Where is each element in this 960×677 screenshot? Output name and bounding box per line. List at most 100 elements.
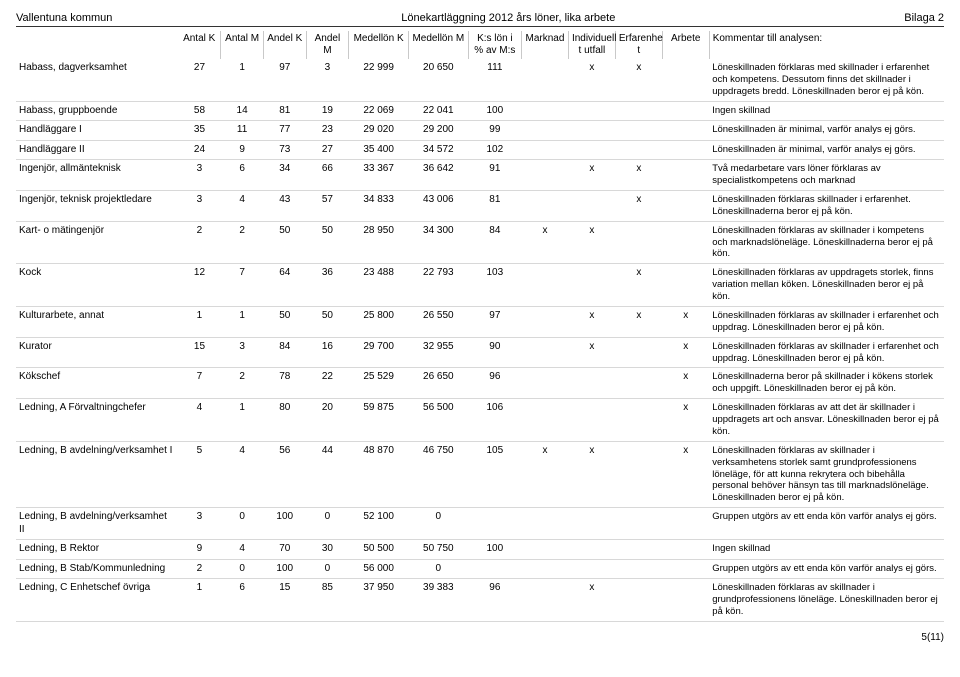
row-cell: [615, 221, 662, 264]
row-cell: 19: [306, 101, 349, 121]
table-row: Habass, gruppboende5814811922 06922 0411…: [16, 101, 944, 121]
row-comment: Löneskillnaden förklaras av skillnader i…: [709, 337, 944, 368]
row-comment: Två medarbetare vars löner förklaras av …: [709, 160, 944, 191]
row-cell: [522, 399, 569, 442]
row-comment: Löneskillnaderna beror på skillnader i k…: [709, 368, 944, 399]
row-cell: 70: [263, 540, 306, 560]
row-cell: x: [522, 441, 569, 507]
row-cell: [615, 508, 662, 540]
row-cell: 34: [263, 160, 306, 191]
row-cell: [568, 399, 615, 442]
row-cell: 20 650: [408, 59, 468, 101]
row-cell: 1: [178, 306, 221, 337]
row-cell: [468, 508, 521, 540]
row-label: Kökschef: [16, 368, 178, 399]
row-cell: [662, 59, 709, 101]
row-cell: x: [568, 306, 615, 337]
row-cell: 50: [263, 221, 306, 264]
row-cell: [662, 101, 709, 121]
row-cell: x: [615, 59, 662, 101]
row-cell: x: [662, 337, 709, 368]
row-cell: [615, 337, 662, 368]
row-cell: 96: [468, 579, 521, 622]
row-cell: 6: [221, 579, 264, 622]
row-label: Kurator: [16, 337, 178, 368]
table-row: Ingenjör, allmänteknisk36346633 36736 64…: [16, 160, 944, 191]
row-cell: x: [568, 337, 615, 368]
row-cell: 77: [263, 121, 306, 141]
row-label: Habass, gruppboende: [16, 101, 178, 121]
table-row: Ledning, B Rektor94703050 50050 750100In…: [16, 540, 944, 560]
row-cell: x: [568, 579, 615, 622]
row-cell: 56: [263, 441, 306, 507]
row-cell: 2: [221, 221, 264, 264]
row-cell: 25 529: [349, 368, 409, 399]
row-cell: x: [615, 264, 662, 307]
row-cell: 26 650: [408, 368, 468, 399]
row-cell: [568, 101, 615, 121]
col-percent: K:s lön i % av M:s: [468, 31, 521, 59]
row-cell: [662, 140, 709, 160]
row-cell: [522, 540, 569, 560]
salary-table: Antal K Antal M Andel K Andel M Medellön…: [16, 31, 944, 622]
row-cell: [568, 368, 615, 399]
col-antal-k: Antal K: [178, 31, 221, 59]
row-cell: 29 200: [408, 121, 468, 141]
row-cell: [522, 306, 569, 337]
row-cell: [662, 121, 709, 141]
row-cell: 6: [221, 160, 264, 191]
row-cell: 34 300: [408, 221, 468, 264]
row-cell: 39 383: [408, 579, 468, 622]
row-cell: [615, 579, 662, 622]
row-cell: 111: [468, 59, 521, 101]
table-row: Ingenjör, teknisk projektledare34435734 …: [16, 190, 944, 221]
row-cell: [568, 559, 615, 579]
row-cell: [522, 140, 569, 160]
row-cell: 27: [178, 59, 221, 101]
row-cell: [662, 579, 709, 622]
row-cell: 15: [178, 337, 221, 368]
row-cell: 27: [306, 140, 349, 160]
table-row: Kart- o mätingenjör22505028 95034 30084x…: [16, 221, 944, 264]
row-cell: [662, 559, 709, 579]
row-cell: 34 572: [408, 140, 468, 160]
row-comment: Löneskillnaden förklaras av skillnader i…: [709, 579, 944, 622]
row-cell: 2: [178, 221, 221, 264]
row-cell: 4: [221, 540, 264, 560]
row-cell: 91: [468, 160, 521, 191]
row-cell: x: [662, 441, 709, 507]
row-cell: 50 750: [408, 540, 468, 560]
row-cell: 50 500: [349, 540, 409, 560]
row-cell: 34 833: [349, 190, 409, 221]
row-label: Ledning, A Förvaltningchefer: [16, 399, 178, 442]
row-label: Ledning, B avdelning/verksamhet I: [16, 441, 178, 507]
row-cell: [568, 508, 615, 540]
row-cell: 0: [408, 559, 468, 579]
row-label: Ledning, B Rektor: [16, 540, 178, 560]
table-row: Kökschef72782225 52926 65096xLöneskillna…: [16, 368, 944, 399]
row-cell: 100: [263, 559, 306, 579]
row-comment: Gruppen utgörs av ett enda kön varför an…: [709, 559, 944, 579]
row-cell: x: [662, 399, 709, 442]
row-cell: 84: [263, 337, 306, 368]
row-cell: [522, 264, 569, 307]
row-cell: 30: [306, 540, 349, 560]
row-comment: Löneskillnaden är minimal, varför analys…: [709, 121, 944, 141]
row-cell: 0: [306, 508, 349, 540]
row-cell: [615, 101, 662, 121]
row-comment: Löneskillnaden förklaras av skillnader i…: [709, 441, 944, 507]
row-cell: [522, 59, 569, 101]
col-antal-m: Antal M: [221, 31, 264, 59]
row-cell: 3: [178, 508, 221, 540]
row-cell: 85: [306, 579, 349, 622]
row-cell: 24: [178, 140, 221, 160]
row-cell: 43: [263, 190, 306, 221]
row-cell: x: [615, 306, 662, 337]
row-cell: [522, 101, 569, 121]
row-cell: 96: [468, 368, 521, 399]
row-cell: 3: [306, 59, 349, 101]
row-cell: 100: [468, 540, 521, 560]
row-cell: 78: [263, 368, 306, 399]
row-cell: 97: [263, 59, 306, 101]
row-cell: [522, 559, 569, 579]
